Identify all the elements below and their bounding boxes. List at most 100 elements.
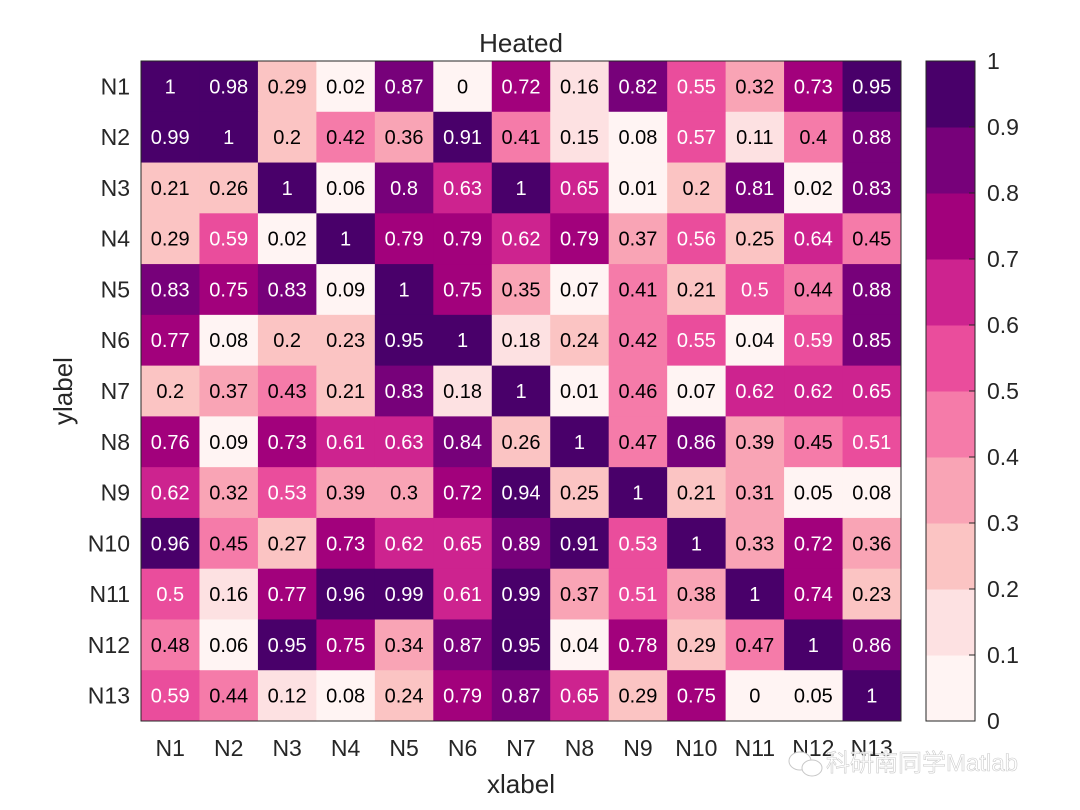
heatmap-cell [784,619,844,671]
heatmap-cell [433,619,493,671]
heatmap-cell [491,467,551,519]
heatmap-cell [491,264,551,316]
cell-value-label: 0.02 [326,76,365,98]
cell-value-label: 0.36 [852,533,891,555]
heatmap-cell [784,111,844,164]
cell-value-label: 0.29 [268,76,307,98]
heatmap-cell [725,416,785,468]
watermark: 科研南同学Matlab [788,750,1018,777]
cell-value-label: 0.87 [385,76,424,98]
cell-value-label: 0.08 [852,483,891,505]
heatmap-cell [608,162,668,214]
heatmap-cell [257,568,317,620]
cell-value-label: 0.83 [385,381,424,403]
colorbar-segment [926,589,975,656]
cell-value-label: 0.31 [735,483,774,505]
cell-value-label: 0.15 [560,127,599,149]
heatmap-cell [550,568,610,620]
heatmap-cell [667,264,727,316]
cell-value-label: 0.95 [385,330,424,352]
cell-value-label: 0.35 [502,279,541,301]
cell-value-label: 0.47 [735,635,774,657]
chart-title: Heated [479,28,563,58]
x-tick-label: N9 [623,735,652,761]
colorbar-tick-label: 0.9 [987,114,1019,140]
cell-value-label: 0.42 [618,330,657,352]
x-tick-label: N6 [448,735,477,761]
cell-value-label: 1 [515,178,526,200]
heatmap-cell [141,264,200,316]
heatmap-cell [667,111,727,164]
cell-value-label: 0.41 [618,279,657,301]
heatmap-cell [842,517,902,570]
cell-value-label: 0.65 [852,381,891,403]
heatmap-cell [667,670,727,722]
cell-value-label: 0.57 [677,127,716,149]
cell-value-label: 0.16 [560,76,599,98]
x-tick-label: N11 [735,735,776,761]
heatmap-cell [725,162,785,214]
heatmap-cell [842,467,902,519]
heatmap-cell [667,619,727,671]
heatmap-cell [316,517,376,570]
cell-value-label: 0.06 [209,635,248,657]
heatmap-cell [141,61,200,113]
heatmap-cell [491,314,551,367]
heatmap-cell [667,568,727,620]
cell-value-label: 0.18 [502,330,541,352]
heatmap-cell [199,111,259,164]
heatmap-cell [141,517,200,570]
cell-value-label: 0.21 [677,483,716,505]
heatmap-cell [491,61,551,113]
cell-value-label: 1 [165,76,176,98]
cell-value-label: 0.8 [390,178,418,200]
cell-value-label: 1 [574,432,585,454]
cell-value-label: 0.89 [502,533,541,555]
cell-value-label: 0.95 [502,635,541,657]
heatmap-cell [433,162,493,214]
cell-value-label: 0.23 [852,584,891,606]
colorbar-tick-label: 0.4 [987,444,1019,470]
cell-value-label: 0.12 [268,686,307,708]
cell-value-label: 0.99 [502,584,541,606]
cell-value-label: 0.4 [799,127,827,149]
y-tick-labels: N1 N2 N3 N4 N5 N6 N7 N8 N9 N10 N11 N12 N13 [88,73,130,708]
heatmap-cell [141,670,200,722]
cell-value-label: 0.2 [273,127,301,149]
cell-value-label: 1 [866,686,877,708]
heatmap-cell [141,619,200,671]
cell-value-label: 0.27 [268,533,307,555]
heatmap-cell [199,517,259,570]
heatmap-cell [491,619,551,671]
cell-value-label: 0.73 [794,76,833,98]
colorbar-segment [926,391,975,458]
heatmap-cell [257,314,317,367]
heatmap-cell [784,416,844,468]
heatmap-cell [433,517,493,570]
heatmap-cell [433,61,493,113]
heatmap-cell [199,213,259,265]
cell-value-label: 0.63 [443,178,482,200]
y-tick-label: N2 [101,124,130,150]
cell-value-label: 0.86 [852,635,891,657]
x-tick-label: N1 [156,735,185,761]
colorbar-tick-label: 0.3 [987,510,1019,536]
cell-value-label: 0.51 [852,432,891,454]
heatmap-cell [842,568,902,620]
heatmap-cell [199,416,259,468]
heatmap-cell [374,61,434,113]
cell-value-label: 0.24 [560,330,599,352]
heatmap-cell [608,517,668,570]
heatmap-cell [374,619,434,671]
cell-value-label: 0.63 [385,432,424,454]
colorbar-tick-label: 0 [987,708,1000,734]
cell-value-label: 0.39 [326,483,365,505]
y-tick-label: N1 [101,73,130,99]
y-tick-label: N10 [88,530,130,556]
heatmap-cell [433,670,493,722]
heatmap-cell [316,365,376,417]
cell-value-label: 0.81 [735,178,774,200]
cell-value-label: 0.87 [502,686,541,708]
heatmap-cell [257,670,317,722]
heatmap-cell [725,467,785,519]
